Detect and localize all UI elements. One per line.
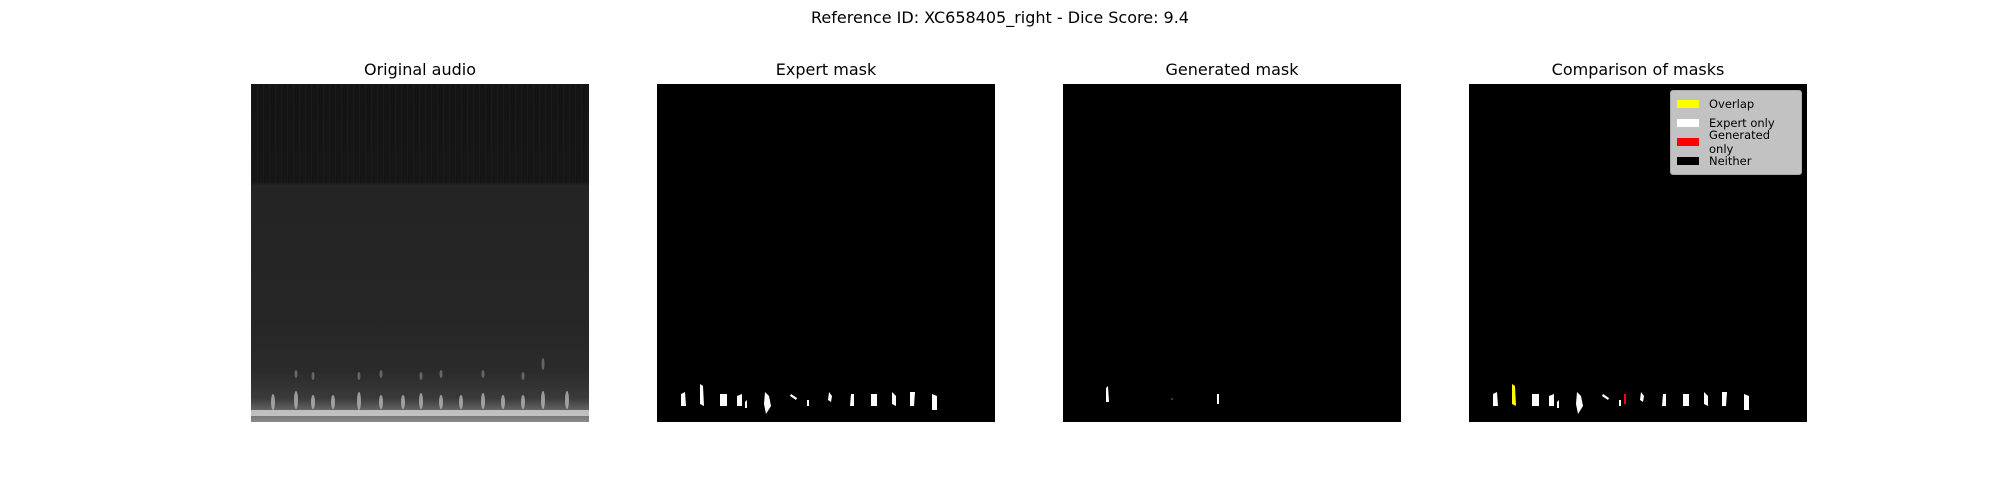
legend-swatch-overlap <box>1677 99 1699 108</box>
legend-label-overlap: Overlap <box>1709 96 1755 111</box>
legend-swatch-neither <box>1677 156 1699 165</box>
comparison-title: Comparison of masks <box>1551 60 1725 79</box>
comparison-legend: Overlap Expert only Generated only Neith… <box>1670 90 1802 175</box>
legend-label-generated-only: Generated only <box>1709 127 1771 156</box>
legend-item-neither: Neither <box>1677 151 1795 170</box>
spectrogram-calls <box>271 391 569 410</box>
expert-mask-blobs <box>681 384 937 414</box>
legend-item-overlap: Overlap <box>1677 94 1795 113</box>
generated-mask-title: Generated mask <box>1165 60 1299 79</box>
generated-mask-image <box>1063 84 1401 422</box>
original-audio-spectrogram <box>251 84 589 422</box>
figure-title: Reference ID: XC658405_right - Dice Scor… <box>811 8 1189 27</box>
legend-label-neither: Neither <box>1709 153 1752 168</box>
legend-item-expert-only: Expert only <box>1677 113 1795 132</box>
legend-label-expert-only: Expert only <box>1709 115 1775 130</box>
legend-swatch-generated-only <box>1677 137 1699 146</box>
comparison-mask-image: Overlap Expert only Generated only Neith… <box>1469 84 1807 422</box>
legend-item-generated-only: Generated only <box>1677 128 1795 156</box>
expert-mask-title: Expert mask <box>775 60 877 79</box>
comparison-blobs <box>1493 384 1749 414</box>
generated-mask-blobs <box>1106 386 1219 404</box>
legend-swatch-expert-only <box>1677 118 1699 127</box>
expert-mask-image <box>657 84 995 422</box>
original-audio-title: Original audio <box>363 60 477 79</box>
